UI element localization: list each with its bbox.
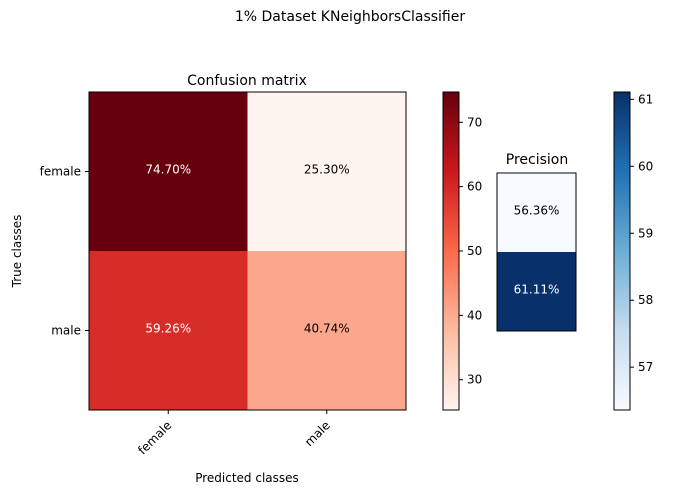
x-tick-label: female bbox=[135, 418, 174, 457]
precision-cell bbox=[497, 252, 576, 332]
reds-colorbar-gradient bbox=[443, 92, 459, 410]
colorbar-tick-label: 59 bbox=[638, 226, 653, 240]
reds-colorbar: 30 40 50 60 70 bbox=[442, 91, 482, 411]
confusion-matrix-axes: Confusion matrix 74.70% 25.30% 59.26% 40.74… bbox=[10, 73, 407, 485]
confusion-matrix-cell bbox=[89, 92, 248, 252]
precision-value-label: 56.36% bbox=[514, 204, 560, 218]
colorbar-tick-label: 40 bbox=[467, 308, 482, 322]
precision-frame bbox=[496, 172, 577, 332]
x-tick-label: male bbox=[302, 418, 333, 449]
precision-cell bbox=[497, 173, 576, 253]
x-axis-label: Predicted classes bbox=[195, 471, 299, 485]
precision-value-label: 61.11% bbox=[514, 283, 560, 297]
figure-suptitle: 1% Dataset KNeighborsClassifier bbox=[235, 9, 466, 25]
blues-colorbar-frame bbox=[613, 91, 631, 411]
colorbar-tick-label: 70 bbox=[467, 115, 482, 129]
colorbar-tick-label: 61 bbox=[638, 92, 653, 106]
cell-value-label: 40.74% bbox=[304, 322, 350, 336]
confusion-matrix-frame bbox=[88, 91, 407, 411]
colorbar-tick-label: 57 bbox=[638, 360, 653, 374]
y-tick-label: male bbox=[51, 324, 81, 338]
cell-value-label: 59.26% bbox=[145, 322, 191, 336]
blues-colorbar: 57 58 59 60 61 bbox=[613, 91, 653, 411]
confusion-matrix-cell bbox=[247, 251, 407, 411]
confusion-matrix-title: Confusion matrix bbox=[187, 73, 307, 89]
colorbar-tick-label: 58 bbox=[638, 293, 653, 307]
precision-title: Precision bbox=[506, 152, 568, 168]
colorbar-tick-label: 50 bbox=[467, 244, 482, 258]
cell-value-label: 74.70% bbox=[145, 163, 191, 177]
confusion-matrix-cell bbox=[247, 92, 407, 252]
y-tick-label: female bbox=[40, 165, 81, 179]
colorbar-tick-label: 30 bbox=[467, 373, 482, 387]
cell-value-label: 25.30% bbox=[304, 163, 350, 177]
colorbar-tick-label: 60 bbox=[467, 180, 482, 194]
precision-axes: Precision 56.36% 61.11% bbox=[496, 152, 577, 332]
y-axis-label: True classes bbox=[10, 215, 24, 289]
blues-colorbar-gradient bbox=[614, 92, 630, 410]
colorbar-tick-label: 60 bbox=[638, 159, 653, 173]
confusion-matrix-cell bbox=[89, 251, 248, 411]
